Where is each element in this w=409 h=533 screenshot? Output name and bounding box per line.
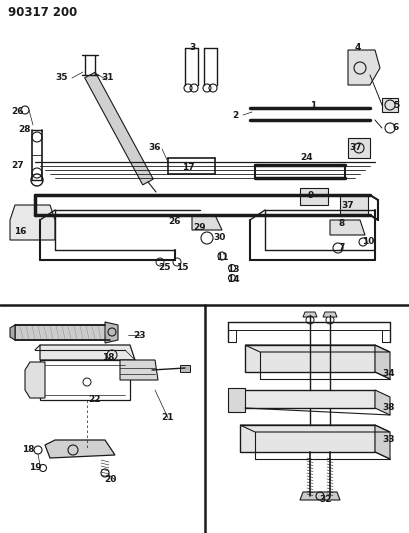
Text: 21: 21 — [162, 414, 174, 423]
Text: 31: 31 — [101, 74, 114, 83]
Polygon shape — [299, 188, 327, 205]
Polygon shape — [10, 325, 15, 340]
Polygon shape — [302, 312, 316, 317]
Text: 5: 5 — [392, 101, 398, 109]
Text: 90317 200: 90317 200 — [8, 5, 77, 19]
Polygon shape — [227, 388, 245, 412]
Text: 30: 30 — [213, 233, 226, 243]
Text: 7: 7 — [338, 244, 344, 253]
Text: 26: 26 — [169, 217, 181, 227]
Text: 10: 10 — [361, 238, 373, 246]
Text: 34: 34 — [381, 368, 393, 377]
Polygon shape — [15, 325, 110, 340]
Text: 17: 17 — [181, 164, 194, 173]
Text: 13: 13 — [226, 265, 239, 274]
Text: 28: 28 — [19, 125, 31, 134]
Text: 27: 27 — [12, 160, 24, 169]
Polygon shape — [374, 390, 389, 415]
Polygon shape — [40, 345, 135, 360]
Polygon shape — [329, 220, 364, 235]
Polygon shape — [381, 98, 397, 112]
Polygon shape — [191, 215, 221, 230]
Text: 3: 3 — [189, 43, 196, 52]
Text: 24: 24 — [300, 154, 312, 163]
Text: 33: 33 — [381, 435, 393, 445]
Polygon shape — [85, 72, 153, 185]
Text: 29: 29 — [193, 223, 206, 232]
Polygon shape — [180, 365, 189, 372]
Text: 15: 15 — [175, 263, 188, 272]
Polygon shape — [374, 425, 389, 459]
Text: 36: 36 — [148, 142, 161, 151]
Text: 22: 22 — [88, 395, 101, 405]
Text: 8: 8 — [338, 219, 344, 228]
Text: 18: 18 — [101, 353, 114, 362]
Text: 38: 38 — [381, 403, 393, 413]
Text: 37: 37 — [341, 200, 353, 209]
Polygon shape — [347, 138, 369, 158]
Polygon shape — [25, 362, 45, 398]
Polygon shape — [10, 205, 55, 240]
Polygon shape — [239, 390, 374, 408]
Text: 35: 35 — [56, 74, 68, 83]
Text: 4: 4 — [354, 43, 360, 52]
Polygon shape — [339, 195, 367, 215]
Polygon shape — [299, 492, 339, 500]
Polygon shape — [45, 440, 115, 458]
Text: 37: 37 — [349, 143, 362, 152]
Polygon shape — [120, 360, 157, 380]
Text: 23: 23 — [133, 330, 146, 340]
Polygon shape — [374, 345, 389, 379]
Text: 20: 20 — [103, 475, 116, 484]
Text: 6: 6 — [392, 124, 398, 133]
Text: 11: 11 — [215, 254, 228, 262]
Polygon shape — [239, 425, 374, 452]
Text: 1: 1 — [309, 101, 315, 109]
Polygon shape — [347, 50, 379, 85]
Text: 2: 2 — [231, 110, 238, 119]
Text: 25: 25 — [158, 263, 171, 272]
Polygon shape — [105, 322, 118, 343]
Text: 26: 26 — [12, 108, 24, 117]
Polygon shape — [245, 345, 374, 372]
Text: 16: 16 — [14, 228, 26, 237]
Text: 32: 32 — [319, 496, 331, 505]
Text: 9: 9 — [307, 190, 313, 199]
Polygon shape — [322, 312, 336, 317]
Text: 19: 19 — [29, 464, 41, 472]
Text: 18: 18 — [22, 446, 34, 455]
Text: 14: 14 — [226, 276, 239, 285]
